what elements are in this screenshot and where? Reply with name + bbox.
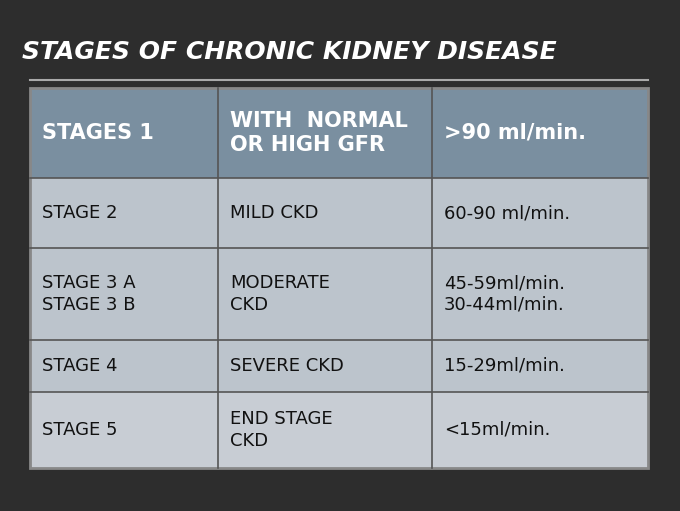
Bar — [432, 178, 648, 248]
Bar — [432, 392, 648, 468]
Bar — [432, 248, 648, 340]
Text: STAGE 3 A
STAGE 3 B: STAGE 3 A STAGE 3 B — [42, 274, 135, 314]
Text: STAGE 2: STAGE 2 — [42, 204, 118, 222]
Bar — [218, 178, 432, 248]
Text: MODERATE
CKD: MODERATE CKD — [230, 274, 330, 314]
Bar — [30, 392, 218, 468]
Bar — [30, 178, 218, 248]
Bar — [218, 392, 432, 468]
Bar — [218, 340, 432, 392]
Bar — [218, 248, 432, 340]
Text: STAGE 5: STAGE 5 — [42, 421, 118, 439]
Bar — [30, 248, 218, 340]
Text: 60-90 ml/min.: 60-90 ml/min. — [444, 204, 570, 222]
Text: <15ml/min.: <15ml/min. — [444, 421, 550, 439]
Bar — [432, 88, 648, 178]
Bar — [30, 88, 648, 468]
Text: MILD CKD: MILD CKD — [230, 204, 318, 222]
Text: >90 ml/min.: >90 ml/min. — [444, 123, 586, 143]
Text: 15-29ml/min.: 15-29ml/min. — [444, 357, 565, 375]
Text: END STAGE
CKD: END STAGE CKD — [230, 410, 333, 450]
Bar — [30, 340, 218, 392]
Text: WITH  NORMAL
OR HIGH GFR: WITH NORMAL OR HIGH GFR — [230, 111, 408, 155]
Text: STAGE 4: STAGE 4 — [42, 357, 118, 375]
Text: 45-59ml/min.
30-44ml/min.: 45-59ml/min. 30-44ml/min. — [444, 274, 565, 314]
Text: STAGES OF CHRONIC KIDNEY DISEASE: STAGES OF CHRONIC KIDNEY DISEASE — [22, 40, 557, 64]
Bar — [218, 88, 432, 178]
Text: STAGES 1: STAGES 1 — [42, 123, 154, 143]
Bar — [432, 340, 648, 392]
Text: SEVERE CKD: SEVERE CKD — [230, 357, 344, 375]
Bar — [30, 88, 218, 178]
